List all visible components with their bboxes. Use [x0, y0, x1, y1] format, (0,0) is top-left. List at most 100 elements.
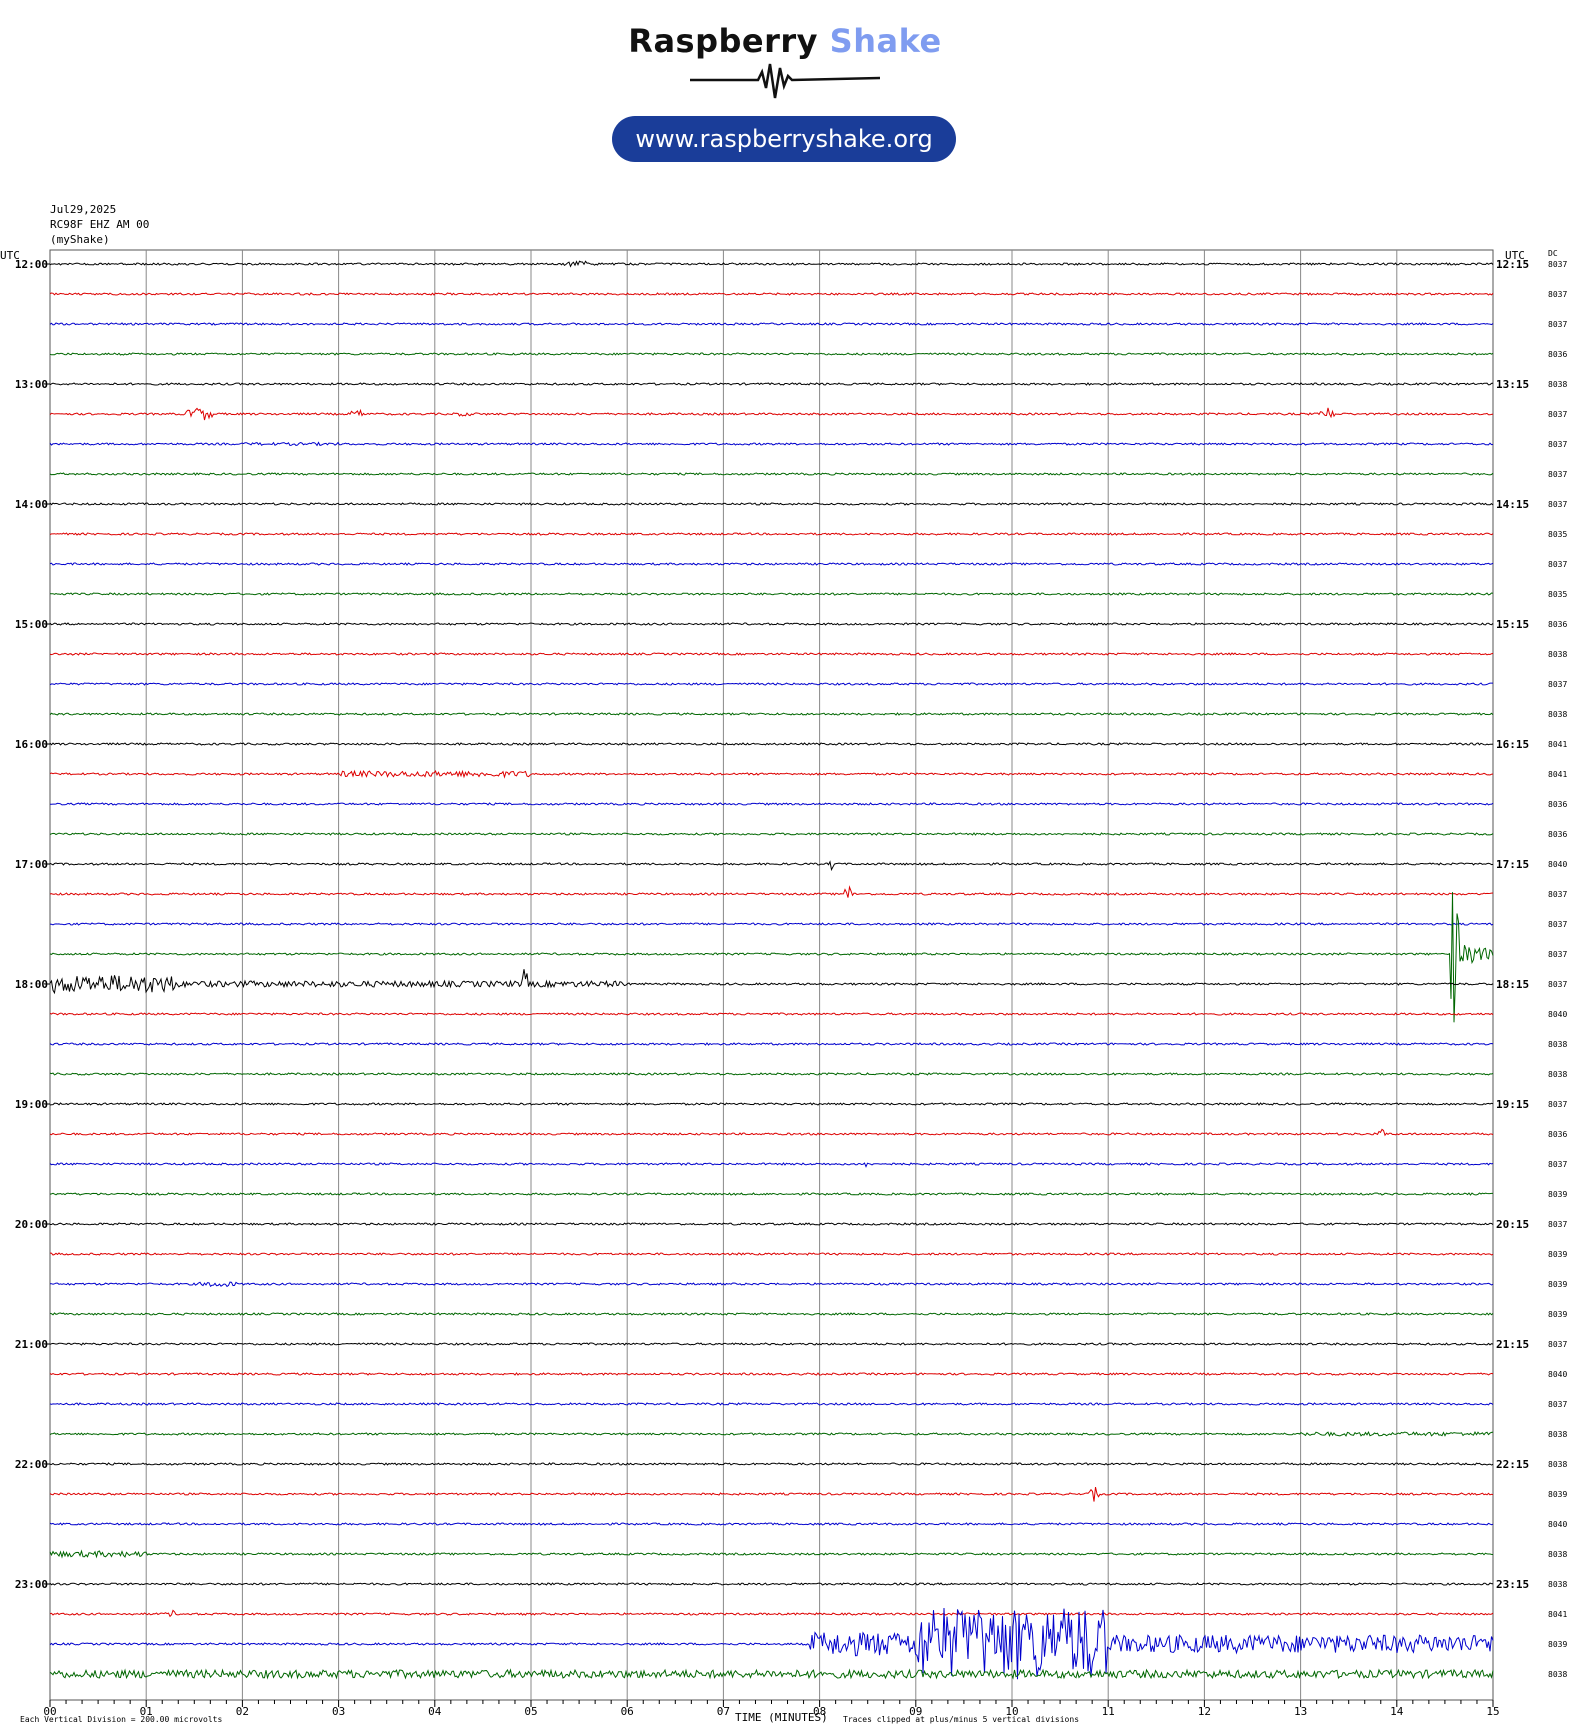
right-hour-label: 20:15 — [1496, 1218, 1529, 1231]
dc-offset-value: 8038 — [1548, 1040, 1567, 1049]
dc-offset-value: 8037 — [1548, 1220, 1567, 1229]
left-hour-label: 22:00 — [15, 1458, 48, 1471]
x-tick-label: 08 — [813, 1705, 826, 1718]
trace-row-30 — [49, 1162, 1494, 1168]
right-hour-label: 18:15 — [1496, 978, 1529, 991]
x-tick-label: 12 — [1198, 1705, 1211, 1718]
dc-offset-value: 8037 — [1548, 680, 1567, 689]
dc-offset-value: 8040 — [1548, 1010, 1567, 1019]
trace-row-19 — [49, 832, 1494, 836]
trace-row-24 — [49, 969, 1494, 995]
seismogram-logo-icon — [690, 63, 880, 99]
trace-row-22 — [49, 922, 1494, 926]
trace-row-42 — [49, 1522, 1494, 1526]
x-tick-label: 02 — [236, 1705, 249, 1718]
right-hour-label: 13:15 — [1496, 378, 1529, 391]
dc-offset-value: 8039 — [1548, 1490, 1567, 1499]
dc-offset-value: 8037 — [1548, 260, 1567, 269]
dc-offset-value: 8041 — [1548, 1610, 1567, 1619]
left-hour-label: 19:00 — [15, 1098, 48, 1111]
dc-column-title: DC — [1548, 249, 1558, 258]
website-url-button[interactable]: www.raspberryshake.org — [612, 116, 956, 162]
left-hour-label: 13:00 — [15, 378, 48, 391]
trace-row-31 — [49, 1192, 1493, 1196]
trace-row-46 — [49, 1607, 1494, 1680]
left-hour-label: 23:00 — [15, 1578, 48, 1591]
left-hour-label: 20:00 — [15, 1218, 48, 1231]
left-hour-label: 17:00 — [15, 858, 48, 871]
chart-station: RC98F EHZ AM 00 — [50, 218, 149, 231]
trace-row-39 — [49, 1430, 1494, 1438]
dc-offset-value: 8038 — [1548, 1430, 1567, 1439]
trace-row-11 — [49, 592, 1494, 596]
right-axis-title: UTC — [1505, 249, 1525, 262]
left-hour-label: 15:00 — [15, 618, 48, 631]
dc-offset-value: 8035 — [1548, 530, 1567, 539]
dc-offset-value: 8039 — [1548, 1280, 1567, 1289]
brand-title-shake: Shake — [829, 22, 942, 60]
x-tick-label: 09 — [909, 1705, 922, 1718]
dc-offset-value: 8038 — [1548, 1580, 1567, 1589]
dc-offset-value: 8038 — [1548, 1670, 1567, 1679]
trace-row-3 — [49, 352, 1494, 356]
trace-row-33 — [49, 1252, 1494, 1256]
trace-row-36 — [49, 1342, 1494, 1346]
dc-offset-value: 8037 — [1548, 920, 1567, 929]
left-hour-label: 12:00 — [15, 258, 48, 271]
dc-offset-value: 8036 — [1548, 1130, 1567, 1139]
trace-row-32 — [50, 1222, 1494, 1226]
x-tick-label: 11 — [1102, 1705, 1115, 1718]
dc-offset-value: 8038 — [1548, 1070, 1567, 1079]
trace-row-41 — [49, 1486, 1494, 1502]
right-hour-label: 21:15 — [1496, 1338, 1529, 1351]
trace-row-2 — [49, 322, 1494, 326]
dc-offset-value: 8037 — [1548, 560, 1567, 569]
left-hour-label: 16:00 — [15, 738, 48, 751]
dc-offset-value: 8036 — [1548, 800, 1567, 809]
trace-row-10 — [49, 562, 1494, 566]
right-hour-label: 17:15 — [1496, 858, 1529, 871]
left-hour-label: 18:00 — [15, 978, 48, 991]
trace-row-15 — [49, 712, 1494, 716]
x-tick-label: 07 — [717, 1705, 730, 1718]
chart-network: (myShake) — [50, 233, 110, 246]
left-hour-label: 14:00 — [15, 498, 48, 511]
x-tick-label: 14 — [1390, 1705, 1404, 1718]
x-tick-label: 04 — [428, 1705, 442, 1718]
trace-row-35 — [49, 1312, 1494, 1316]
brand-title-raspberry: Raspberry — [628, 22, 819, 60]
dc-offset-value: 8037 — [1548, 290, 1567, 299]
dc-offset-value: 8039 — [1548, 1250, 1567, 1259]
dc-offset-value: 8035 — [1548, 590, 1567, 599]
footer-clip-note: Traces clipped at plus/minus 5 vertical … — [843, 1715, 1079, 1724]
trace-row-4 — [49, 382, 1494, 386]
dc-offset-value: 8038 — [1548, 1460, 1567, 1469]
dc-offset-value: 8037 — [1548, 1400, 1567, 1409]
dc-offset-value: 8039 — [1548, 1640, 1567, 1649]
x-tick-label: 10 — [1005, 1705, 1018, 1718]
dc-offset-value: 8040 — [1548, 1520, 1567, 1529]
trace-row-14 — [49, 682, 1493, 686]
chart-date: Jul29,2025 — [50, 203, 116, 216]
dc-offset-value: 8038 — [1548, 650, 1567, 659]
trace-row-29 — [49, 1128, 1494, 1137]
trace-row-17 — [49, 769, 1494, 779]
trace-row-27 — [49, 1072, 1494, 1076]
x-tick-label: 01 — [140, 1705, 153, 1718]
right-hour-label: 16:15 — [1496, 738, 1529, 751]
trace-row-25 — [49, 1012, 1494, 1016]
trace-row-28 — [49, 1102, 1494, 1106]
dc-offset-value: 8040 — [1548, 860, 1567, 869]
dc-offset-value: 8037 — [1548, 440, 1567, 449]
dc-offset-value: 8037 — [1548, 500, 1567, 509]
trace-row-45 — [49, 1609, 1494, 1618]
dc-offset-value: 8036 — [1548, 620, 1567, 629]
trace-row-43 — [49, 1549, 1494, 1559]
dc-offset-value: 8036 — [1548, 350, 1567, 359]
trace-row-44 — [49, 1582, 1494, 1586]
brand-title: Raspberry Shake — [0, 22, 1570, 60]
plot-frame — [49, 249, 1494, 1701]
x-tick-label: 15 — [1486, 1705, 1499, 1718]
trace-row-47 — [49, 1668, 1494, 1680]
